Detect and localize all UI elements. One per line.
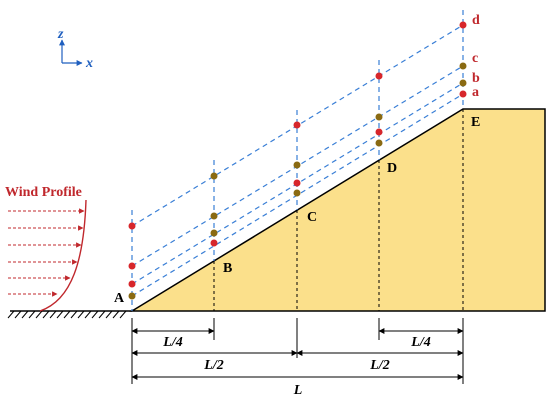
- dim-label-l: L: [293, 383, 303, 398]
- axis-label-z: z: [57, 27, 64, 42]
- height-label-d: d: [472, 13, 480, 28]
- ground-hatch-mark: [98, 310, 106, 319]
- ground-hatch-mark: [119, 310, 127, 319]
- dim-label-l2-left: L/2: [203, 358, 223, 373]
- dim-label-l4-right: L/4: [410, 335, 430, 350]
- ground-hatch-mark: [7, 310, 15, 319]
- ground-hatch-mark: [56, 310, 64, 319]
- point-label-d: D: [387, 161, 397, 176]
- height-label-a: a: [472, 85, 479, 100]
- dim-label-l2-right: L/2: [369, 358, 389, 373]
- hill-shape: [129, 108, 546, 312]
- sensor-points: [128, 21, 467, 300]
- ground-hatch-mark: [63, 310, 71, 319]
- hill-verticals: [213, 109, 464, 311]
- ground-hatch-mark: [28, 310, 36, 319]
- axes-indicator: z x: [57, 27, 93, 71]
- dimension-lines: [131, 318, 464, 384]
- ground-hatch-mark: [49, 310, 57, 319]
- ground-hatch-mark: [35, 310, 43, 319]
- ground-hatch-mark: [70, 310, 78, 319]
- ground-hatch-mark: [42, 310, 50, 319]
- axis-label-x: x: [85, 56, 93, 71]
- ground-hatch-mark: [105, 310, 113, 319]
- ground-hatch-mark: [112, 310, 120, 319]
- ground-hatch-mark: [14, 310, 22, 319]
- point-label-c: C: [307, 210, 317, 225]
- height-label-c: c: [472, 51, 478, 66]
- ground-hatch-mark: [84, 310, 92, 319]
- point-label-a: A: [114, 291, 125, 306]
- ground-hatch-mark: [77, 310, 85, 319]
- ground: [7, 310, 132, 319]
- wind-profile: Wind Profile: [5, 185, 87, 312]
- wind-profile-label: Wind Profile: [5, 185, 82, 200]
- point-label-b: B: [223, 261, 232, 276]
- ground-hatch-mark: [91, 310, 99, 319]
- ground-hatch-mark: [21, 310, 29, 319]
- height-label-b: b: [472, 71, 480, 86]
- dim-label-l4-left: L/4: [162, 335, 182, 350]
- point-label-e: E: [471, 115, 480, 130]
